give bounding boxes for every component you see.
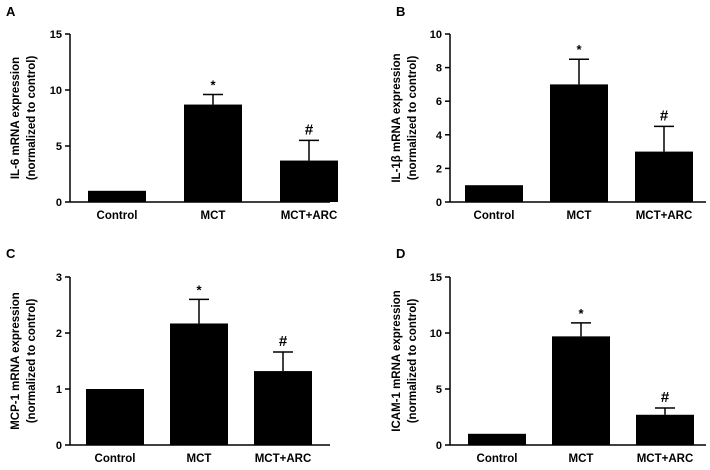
bar-control bbox=[86, 389, 144, 445]
x-tick-label: MCT+ARC bbox=[637, 453, 694, 465]
y-tick-label: 10 bbox=[430, 328, 442, 340]
panel-C-letter: C bbox=[6, 246, 16, 261]
bar-mct bbox=[550, 84, 608, 202]
y-axis-label: IL-1β mRNA expression bbox=[391, 53, 403, 182]
y-tick-label: 0 bbox=[56, 440, 62, 452]
y-tick-label: 10 bbox=[430, 29, 442, 41]
panel-D-letter: D bbox=[396, 246, 405, 261]
x-tick-label: Control bbox=[477, 453, 518, 465]
x-tick-label: Control bbox=[97, 210, 138, 222]
bar-mct-arc bbox=[635, 151, 693, 202]
y-tick-label: 5 bbox=[436, 384, 442, 396]
bar-mct-arc bbox=[280, 160, 338, 202]
significance-hash: # bbox=[279, 333, 288, 350]
y-tick-label: 5 bbox=[56, 141, 62, 153]
y-tick-label: 2 bbox=[56, 328, 62, 340]
y-tick-label: 15 bbox=[50, 29, 62, 41]
y-tick-label: 0 bbox=[436, 197, 442, 209]
x-tick-label: MCT+ARC bbox=[255, 453, 312, 465]
significance-star: * bbox=[196, 282, 202, 297]
y-axis-label: (normalized to control) bbox=[407, 299, 419, 424]
y-tick-label: 1 bbox=[56, 384, 62, 396]
x-tick-label: MCT bbox=[569, 453, 594, 465]
significance-star: * bbox=[576, 42, 582, 57]
significance-hash: # bbox=[661, 389, 670, 406]
x-tick-label: MCT bbox=[567, 210, 592, 222]
y-axis-label: (normalized to control) bbox=[26, 56, 38, 181]
y-tick-label: 10 bbox=[50, 85, 62, 97]
y-tick-label: 4 bbox=[436, 130, 443, 142]
x-tick-label: MCT+ARC bbox=[636, 210, 693, 222]
bar-control bbox=[468, 433, 526, 445]
y-tick-label: 2 bbox=[436, 163, 442, 175]
bar-mct bbox=[552, 336, 610, 445]
y-tick-label: 15 bbox=[430, 272, 442, 284]
bar-mct bbox=[184, 104, 242, 202]
bar-control bbox=[465, 185, 523, 202]
x-tick-label: MCT bbox=[187, 453, 212, 465]
significance-star: * bbox=[210, 77, 216, 92]
y-axis-label: MCP-1 mRNA expression bbox=[10, 292, 22, 430]
y-tick-label: 3 bbox=[56, 272, 62, 284]
x-tick-label: Control bbox=[474, 210, 515, 222]
significance-star: * bbox=[578, 306, 584, 321]
panel-A-letter: A bbox=[6, 4, 16, 19]
y-tick-label: 6 bbox=[436, 96, 442, 108]
y-axis-label: ICAM-1 mRNA expression bbox=[391, 290, 403, 431]
y-tick-label: 0 bbox=[56, 197, 62, 209]
y-tick-label: 0 bbox=[436, 440, 442, 452]
bar-mct bbox=[170, 323, 228, 445]
y-tick-label: 8 bbox=[436, 63, 442, 75]
y-axis-label: (normalized to control) bbox=[407, 56, 419, 181]
significance-hash: # bbox=[305, 121, 314, 138]
significance-hash: # bbox=[660, 107, 669, 124]
y-axis-label: (normalized to control) bbox=[26, 299, 38, 424]
x-tick-label: Control bbox=[95, 453, 136, 465]
bar-mct-arc bbox=[636, 414, 694, 445]
x-tick-label: MCT bbox=[201, 210, 226, 222]
x-tick-label: MCT+ARC bbox=[281, 210, 338, 222]
bar-mct-arc bbox=[254, 371, 312, 445]
y-axis-label: IL-6 mRNA expression bbox=[10, 57, 22, 179]
panel-B-letter: B bbox=[396, 4, 405, 19]
bar-control bbox=[88, 190, 146, 202]
